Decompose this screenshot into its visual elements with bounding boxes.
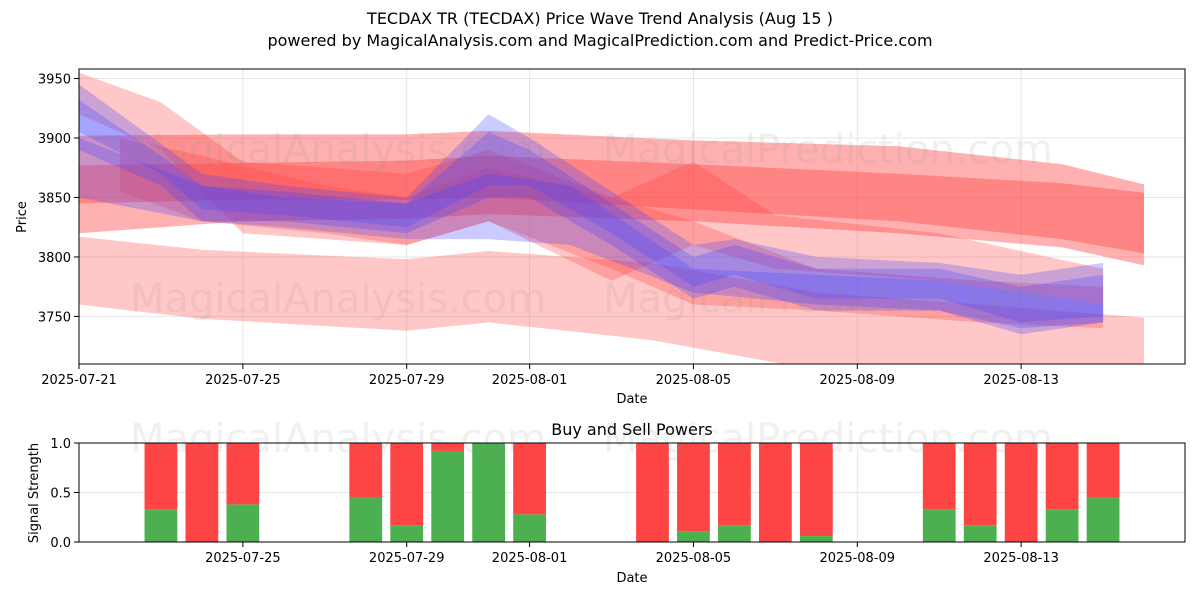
buy-bar — [1086, 497, 1120, 542]
price-plot-frame — [78, 68, 1186, 365]
signal-x-tick-label: 2025-08-09 — [820, 551, 896, 566]
sell-bar — [636, 443, 669, 542]
price-x-tick-label: 2025-07-29 — [369, 373, 445, 388]
signal-plot: Buy and Sell Powers MagicalAnalysis.com … — [27, 416, 1186, 586]
signal-x-tick-label: 2025-08-01 — [492, 551, 568, 566]
price-x-tick-label: 2025-08-13 — [983, 373, 1059, 388]
price-y-tick-label: 3900 — [38, 132, 71, 147]
price-y-ticks: 3750 3800 3850 3900 3950 — [38, 73, 79, 325]
sell-bar — [963, 443, 997, 526]
red-wave-band — [79, 155, 1144, 254]
signal-x-tick-label: 2025-08-05 — [656, 551, 732, 566]
sell-bar — [185, 443, 219, 542]
price-x-tick-label: 2025-07-21 — [41, 373, 117, 388]
sell-bar — [1086, 443, 1120, 498]
sell-bar — [799, 443, 833, 537]
buy-bar — [349, 497, 383, 542]
red-wave-band — [120, 138, 1104, 329]
buy-bar — [963, 525, 997, 542]
buy-bar — [513, 514, 546, 542]
sell-bar — [677, 443, 710, 532]
price-y-axis-label: Price — [15, 201, 30, 233]
red-wave-bands — [79, 72, 1144, 364]
signal-x-axis-label: Date — [616, 571, 647, 586]
signal-x-tick-label: 2025-07-29 — [369, 551, 445, 566]
sell-bar — [922, 443, 956, 510]
watermark-prediction-top: MagicalPrediction.com — [603, 127, 1053, 173]
price-y-tick-label: 3750 — [38, 310, 71, 325]
price-y-tick-label: 3850 — [38, 191, 71, 206]
buy-bar — [390, 525, 424, 542]
sell-bar — [390, 443, 424, 526]
sell-bar — [513, 443, 546, 515]
sell-bar — [718, 443, 751, 526]
price-x-tick-label: 2025-08-09 — [820, 373, 896, 388]
sell-bar — [226, 443, 260, 505]
buy-bar — [472, 443, 506, 542]
watermark-analysis-mid: MagicalAnalysis.com — [130, 276, 546, 322]
signal-plot-title: Buy and Sell Powers — [551, 420, 713, 439]
sell-bar — [1004, 443, 1038, 542]
red-wave-band — [79, 72, 1104, 305]
chart-subtitle: powered by MagicalAnalysis.com and Magic… — [267, 31, 933, 50]
price-grid — [78, 69, 1185, 364]
price-y-tick-label: 3950 — [38, 73, 71, 88]
sell-bar — [144, 443, 178, 510]
signal-y-axis-label: Signal Strength — [27, 443, 42, 543]
signal-bars — [144, 443, 1120, 542]
price-y-tick-label: 3800 — [38, 251, 71, 266]
price-x-ticks: 2025-07-21 2025-07-25 2025-07-29 2025-08-01… — [41, 364, 1059, 388]
sell-bar — [431, 443, 465, 451]
sell-bar — [1045, 443, 1079, 510]
watermark-analysis-top: MagicalAnalysis.com — [130, 127, 546, 173]
blue-wave-bands — [79, 84, 1104, 335]
signal-x-tick-label: 2025-07-25 — [205, 551, 281, 566]
price-x-tick-label: 2025-07-25 — [205, 373, 281, 388]
buy-bar — [677, 531, 710, 542]
price-x-tick-label: 2025-08-01 — [492, 373, 568, 388]
price-plot: MagicalAnalysis.com MagicalPrediction.co… — [15, 68, 1186, 407]
watermark-prediction-bottom: MagicalPrediction.com — [603, 416, 1053, 462]
sell-bar — [758, 443, 792, 542]
signal-y-ticks: 0.0 0.5 1.0 — [50, 437, 79, 551]
price-x-tick-label: 2025-08-05 — [656, 373, 732, 388]
buy-bar — [799, 536, 833, 542]
blue-wave-band — [79, 138, 1104, 329]
price-x-axis-label: Date — [616, 392, 647, 407]
signal-y-tick-label: 0.5 — [50, 487, 71, 502]
red-wave-band — [79, 130, 1144, 266]
red-wave-band — [79, 236, 1144, 364]
blue-wave-band — [79, 99, 1104, 323]
buy-bar — [226, 504, 260, 542]
buy-bar — [431, 450, 465, 542]
buy-bar — [1045, 509, 1079, 542]
sell-bar — [349, 443, 383, 498]
watermark-prediction-mid: MagicalPrediction.com — [603, 276, 1053, 322]
buy-bar — [922, 509, 956, 542]
chart-title: TECDAX TR (TECDAX) Price Wave Trend Anal… — [367, 9, 833, 28]
buy-bar — [718, 525, 751, 542]
signal-y-tick-label: 0.0 — [50, 536, 71, 551]
watermark-analysis-bottom: MagicalAnalysis.com — [130, 416, 546, 462]
signal-x-ticks: 2025-07-25 2025-07-29 2025-08-01 2025-08-05… — [205, 542, 1059, 566]
blue-wave-band — [79, 84, 1104, 335]
signal-x-tick-label: 2025-08-13 — [983, 551, 1059, 566]
buy-bar — [144, 509, 178, 542]
signal-y-tick-label: 1.0 — [50, 437, 71, 452]
